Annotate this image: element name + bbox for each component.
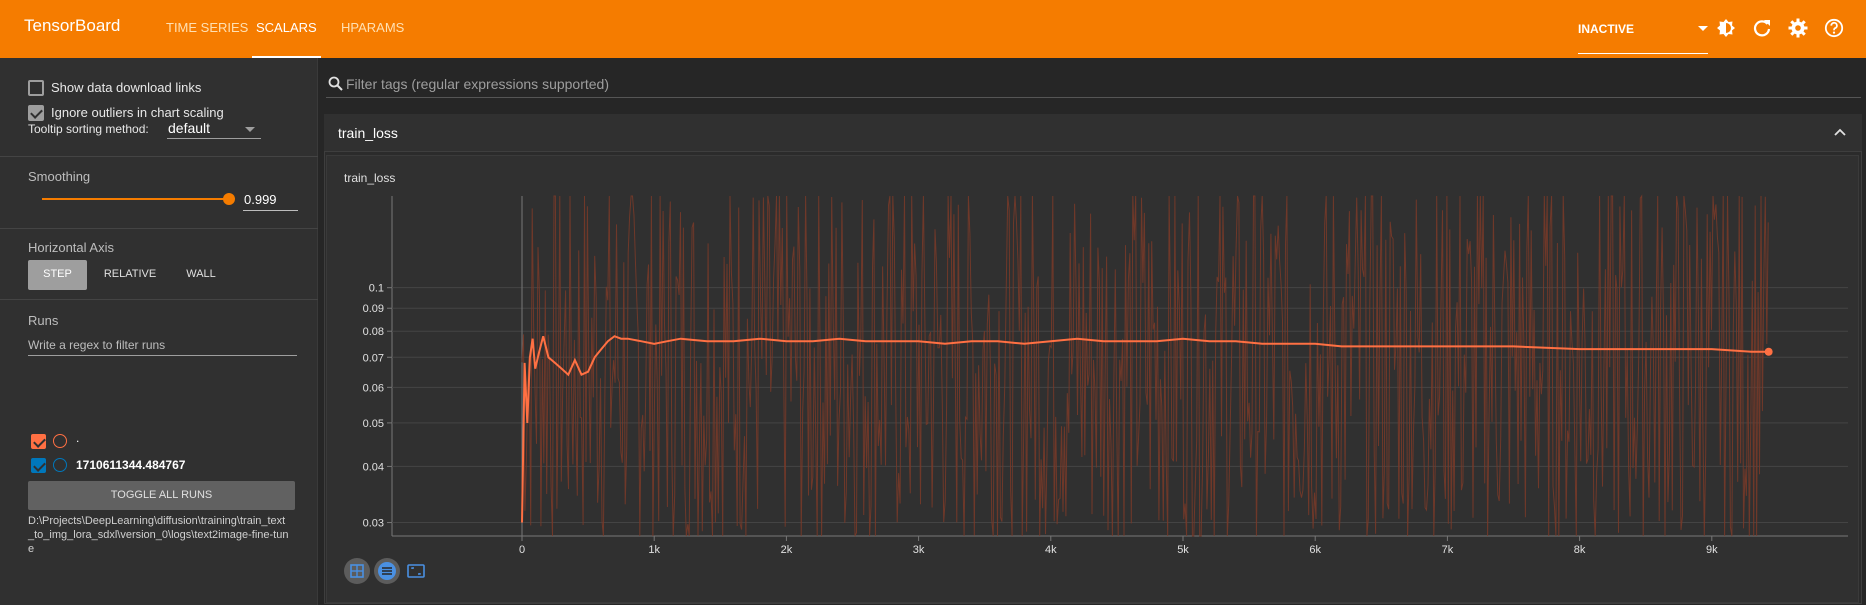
ignore-outliers-label: Ignore outliers in chart scaling <box>51 105 224 120</box>
show-download-links-label: Show data download links <box>51 80 202 95</box>
fit-domain-button[interactable] <box>344 558 370 584</box>
divider <box>0 299 318 300</box>
x-tick-label: 8k <box>1574 544 1586 556</box>
run-color-1710611344[interactable] <box>53 458 67 472</box>
y-tick-label: 0.08 <box>363 326 384 338</box>
tooltip-sort-label: Tooltip sorting method: <box>28 122 149 136</box>
tab-scalars[interactable]: SCALARS <box>252 0 321 58</box>
x-tick-label: 5k <box>1177 544 1189 556</box>
tab-hparams[interactable]: HPARAMS <box>341 20 405 35</box>
chart-title: train_loss <box>344 171 396 185</box>
horizontal-axis-title: Horizontal Axis <box>28 240 114 255</box>
show-download-links-checkbox[interactable] <box>28 80 44 96</box>
axis-wall-label: WALL <box>186 268 216 280</box>
run-color-dot[interactable] <box>53 434 67 448</box>
smoothing-slider-thumb[interactable] <box>223 193 235 205</box>
smoothed-series-line <box>521 335 1769 523</box>
y-tick-label: 0.04 <box>363 461 384 473</box>
axis-step-label: STEP <box>43 268 72 280</box>
tooltip-sort-select[interactable]: default <box>167 117 261 139</box>
series-end-point <box>1764 347 1773 356</box>
toggle-y-log-button[interactable] <box>374 558 400 584</box>
y-tick-label: 0.06 <box>363 382 384 394</box>
runs-filter-placeholder: Write a regex to filter runs <box>28 338 166 352</box>
tab-time-series[interactable]: TIME SERIES <box>166 20 249 35</box>
logdir-path: D:\Projects\DeepLearning\diffusion\train… <box>28 515 289 555</box>
filter-tags-input[interactable]: Filter tags (regular expressions support… <box>326 70 1861 98</box>
smoothing-value: 0.999 <box>244 192 277 207</box>
app-title: TensorBoard <box>24 16 121 35</box>
axis-wall-button[interactable]: WALL <box>172 260 230 290</box>
runs-filter-input[interactable]: Write a regex to filter runs <box>28 334 297 356</box>
status-select[interactable]: INACTIVE <box>1578 14 1708 54</box>
divider <box>0 156 318 157</box>
run-name-dot: . <box>76 431 80 445</box>
settings-icon[interactable] <box>1788 18 1808 38</box>
x-tick-label: 6k <box>1309 544 1321 556</box>
y-tick-label: 0.05 <box>363 418 384 430</box>
x-tick-label: 7k <box>1442 544 1454 556</box>
run-name-1710611344: 1710611344.484767 <box>76 458 186 472</box>
runs-title: Runs <box>28 313 59 328</box>
divider <box>0 228 318 229</box>
chevron-down-icon <box>245 127 255 132</box>
tag-group-name: train_loss <box>338 125 398 141</box>
help-icon[interactable] <box>1824 18 1844 38</box>
raw-series-line <box>521 194 1769 537</box>
search-icon <box>328 76 343 91</box>
fit-domain-icon <box>350 564 364 578</box>
brightness-icon[interactable] <box>1716 18 1736 38</box>
refresh-icon[interactable] <box>1752 18 1772 38</box>
y-tick-label: 0.03 <box>363 518 384 530</box>
smoothing-title: Smoothing <box>28 169 91 184</box>
x-tick-label: 3k <box>913 544 925 556</box>
status-select-value: INACTIVE <box>1578 22 1635 36</box>
y-tick-label: 0.1 <box>369 283 384 295</box>
y-tick-label: 0.07 <box>363 352 384 364</box>
x-tick-label: 4k <box>1045 544 1057 556</box>
tag-group-header[interactable]: train_loss <box>324 114 1862 152</box>
filter-tags-placeholder: Filter tags (regular expressions support… <box>346 76 610 92</box>
chevron-up-icon[interactable] <box>1834 128 1846 136</box>
smoothing-input[interactable]: 0.999 <box>243 189 298 211</box>
x-tick-label: 2k <box>781 544 793 556</box>
x-tick-label: 9k <box>1706 544 1718 556</box>
toggle-all-runs-button[interactable]: TOGGLE ALL RUNS <box>28 481 295 510</box>
sidebar: Show data download links Ignore outliers… <box>0 58 318 605</box>
chevron-down-icon <box>1698 26 1708 31</box>
top-bar: TensorBoard TIME SERIES SCALARS HPARAMS … <box>0 0 1866 58</box>
expand-chart-button[interactable] <box>403 558 429 584</box>
x-tick-label: 1k <box>648 544 660 556</box>
fullscreen-icon <box>407 564 425 578</box>
x-tick-label: 0 <box>519 544 525 556</box>
run-checkbox-dot[interactable] <box>31 434 46 449</box>
tooltip-sort-value: default <box>168 120 211 136</box>
run-checkbox-1710611344[interactable] <box>31 458 46 473</box>
axis-step-button[interactable]: STEP <box>28 260 87 290</box>
data-table-icon <box>378 562 396 580</box>
axis-relative-label: RELATIVE <box>103 268 157 280</box>
y-tick-label: 0.09 <box>363 303 384 315</box>
smoothing-slider-track[interactable] <box>42 198 229 200</box>
axis-relative-button[interactable]: RELATIVE <box>94 260 166 290</box>
toggle-all-runs-label: TOGGLE ALL RUNS <box>110 489 213 501</box>
ignore-outliers-checkbox[interactable] <box>28 105 44 121</box>
